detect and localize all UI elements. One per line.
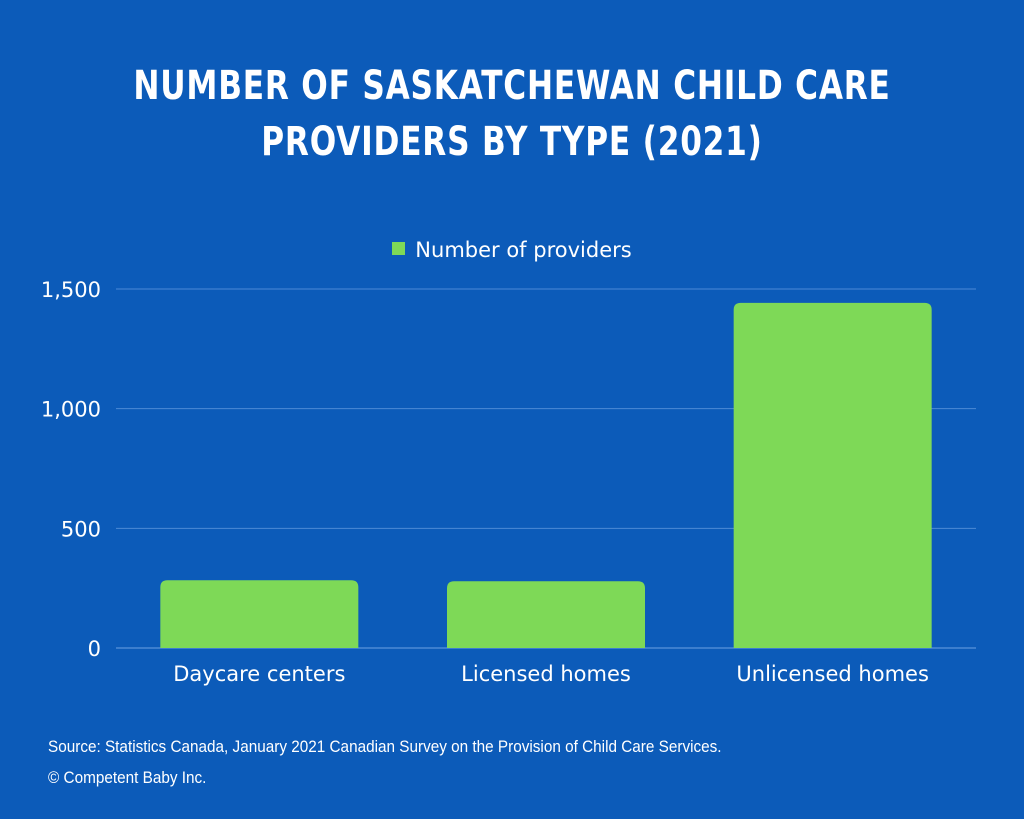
chart-title-line-1: NUMBER OF SASKATCHEWAN CHILD CARE: [133, 63, 891, 109]
bar: [733, 302, 932, 648]
y-tick-label: 1,500: [41, 278, 101, 302]
x-tick-label: Daycare centers: [173, 662, 345, 686]
source-note: Source: Statistics Canada, January 2021 …: [48, 737, 722, 756]
y-tick-label: 1,000: [41, 398, 101, 422]
chart-legend: Number of providers: [0, 236, 1024, 264]
copyright-note: © Competent Baby Inc.: [48, 768, 207, 787]
x-tick-label: Unlicensed homes: [736, 662, 928, 686]
bar: [447, 581, 645, 648]
y-tick-label: 500: [61, 517, 101, 541]
bar: [160, 580, 359, 648]
x-tick-label: Licensed homes: [461, 662, 631, 686]
y-tick-label: 0: [88, 637, 101, 661]
legend-label-number-of-providers: Number of providers: [415, 238, 632, 262]
chart-title: NUMBER OF SASKATCHEWAN CHILD CARE PROVID…: [113, 58, 912, 170]
legend-swatch-number-of-providers: [392, 242, 406, 255]
chart-title-line-2: PROVIDERS BY TYPE (2021): [261, 119, 763, 165]
